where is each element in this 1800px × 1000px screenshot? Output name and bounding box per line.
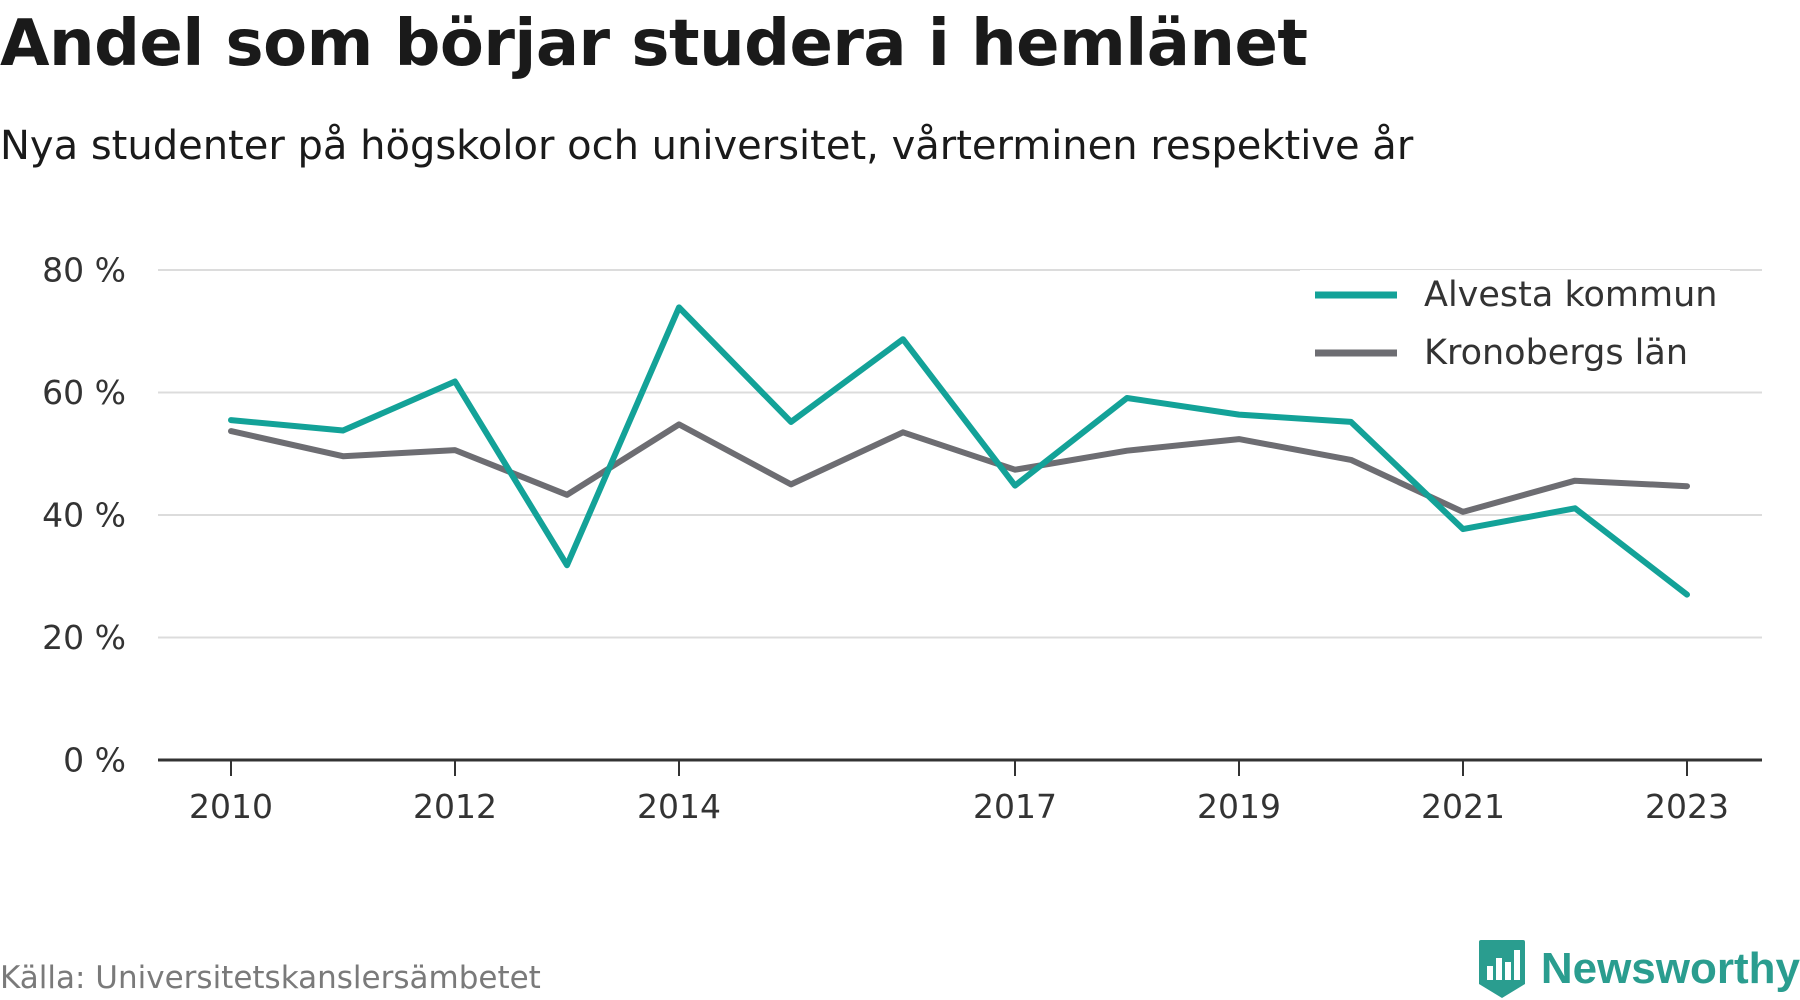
series-lines <box>228 304 1690 598</box>
x-tick-label: 2012 <box>413 787 497 826</box>
x-tick-label: 2021 <box>1421 787 1505 826</box>
x-axis-tick-labels: 2010 2012 2014 2017 2019 2021 2023 <box>189 787 1729 826</box>
series-line-kronoberg <box>228 421 1690 515</box>
y-axis-tick-labels: 0 % 20 % 40 % 60 % 80 % <box>42 251 126 780</box>
y-tick-label: 20 % <box>42 618 126 657</box>
chart-subtitle: Nya studenter på högskolor och universit… <box>0 123 1414 169</box>
y-tick-label: 0 % <box>63 741 126 780</box>
legend-background <box>1300 270 1730 390</box>
legend: Alvesta kommun Kronobergs län <box>1300 270 1730 390</box>
x-tick-label: 2019 <box>1197 787 1281 826</box>
x-tick-label: 2014 <box>637 787 721 826</box>
y-tick-label: 40 % <box>42 496 126 535</box>
y-tick-label: 80 % <box>42 251 126 290</box>
x-axis <box>158 758 1762 776</box>
x-tick-label: 2023 <box>1645 787 1729 826</box>
brand-logo-group: Newsworthy <box>1477 938 1800 1000</box>
legend-label: Alvesta kommun <box>1424 275 1717 315</box>
newsworthy-logo-icon <box>1478 940 1525 998</box>
legend-label: Kronobergs län <box>1424 333 1688 373</box>
source-note: Källa: Universitetskanslersämbetet <box>0 960 541 996</box>
y-tick-label: 60 % <box>42 373 126 412</box>
x-tick-label: 2010 <box>189 787 273 826</box>
x-tick-label: 2017 <box>973 787 1057 826</box>
series-line-alvesta <box>228 304 1690 598</box>
chart-title: Andel som börjar studera i hemlänet <box>0 7 1308 81</box>
brand-name: Newsworthy <box>1540 944 1800 993</box>
